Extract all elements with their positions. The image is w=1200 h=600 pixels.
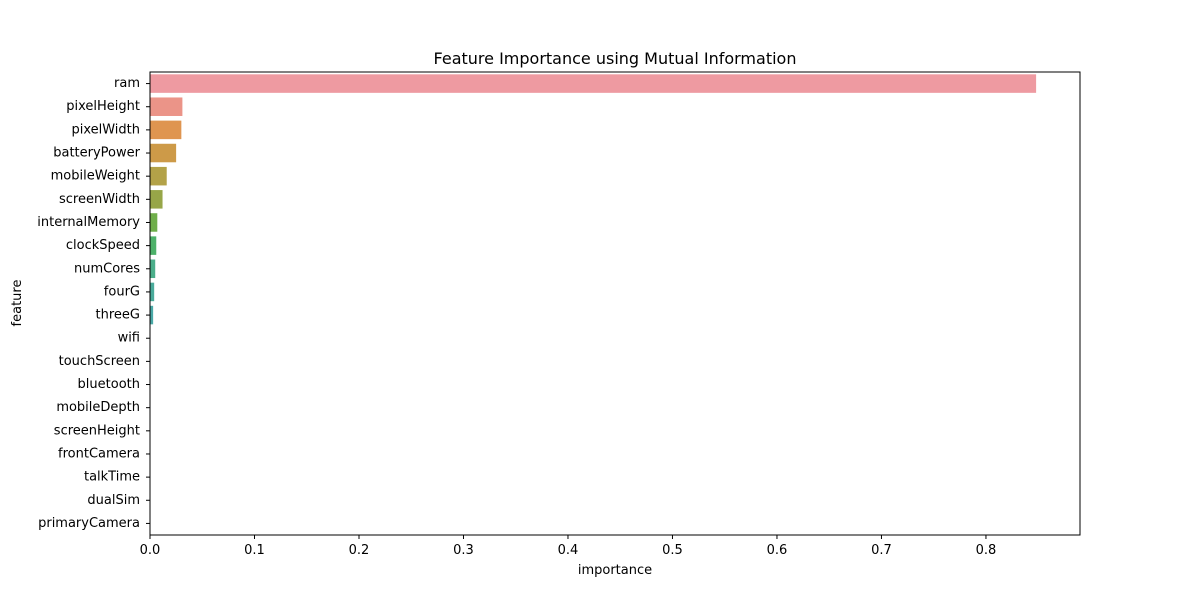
y-tick-label: screenWidth [59,192,140,207]
x-tick-label: 0.8 [976,543,997,558]
y-tick-label: touchScreen [59,354,140,369]
bar-screenWidth [150,190,163,209]
y-tick-label: wifi [118,331,140,346]
y-axis-title: feature [10,280,25,327]
y-tick-label: dualSim [87,493,140,508]
x-tick-label: 0.1 [244,543,265,558]
bar-pixelHeight [150,97,183,116]
bars-group [150,74,1037,325]
y-tick-label: primaryCamera [38,516,140,531]
x-tick-label: 0.6 [767,543,788,558]
x-tick-label: 0.4 [558,543,579,558]
x-axis-title: importance [578,563,652,578]
x-tick-label: 0.7 [871,543,892,558]
bar-fourG [150,282,155,302]
y-tick-label: clockSpeed [66,238,140,253]
y-tick-label: bluetooth [78,377,140,392]
bar-pixelWidth [150,120,182,140]
bar-mobileWeight [150,166,167,186]
bar-threeG [150,305,154,325]
bar-numCores [150,259,156,279]
y-tick-label: fourG [104,284,140,299]
y-tick-label: batteryPower [53,146,140,161]
bar-internalMemory [150,213,158,232]
x-axis-ticks: 0.0 0.1 0.2 0.3 0.4 0.5 0.6 0.7 0.8 [140,535,997,558]
y-tick-label: mobileWeight [51,169,140,184]
x-tick-label: 0.0 [140,543,161,558]
bar-clockSpeed [150,236,157,255]
x-tick-label: 0.3 [453,543,474,558]
bar-batteryPower [150,143,177,163]
y-tick-label: threeG [96,308,140,323]
y-tick-label: numCores [74,261,140,276]
chart-title: Feature Importance using Mutual Informat… [434,49,797,68]
x-tick-label: 0.2 [349,543,370,558]
y-tick-label: internalMemory [37,215,140,230]
y-axis-ticks: ram pixelHeight pixelWidth batteryPower mobi… [37,76,150,531]
y-tick-label: ram [114,76,140,91]
bar-ram [150,74,1037,93]
x-tick-label: 0.5 [662,543,683,558]
plot-frame [149,71,1081,536]
y-tick-label: pixelHeight [66,99,140,114]
y-tick-label: screenHeight [54,423,140,438]
y-tick-label: pixelWidth [71,122,140,137]
y-tick-label: frontCamera [58,446,140,461]
y-tick-label: talkTime [84,470,140,485]
y-tick-label: mobileDepth [56,400,140,415]
